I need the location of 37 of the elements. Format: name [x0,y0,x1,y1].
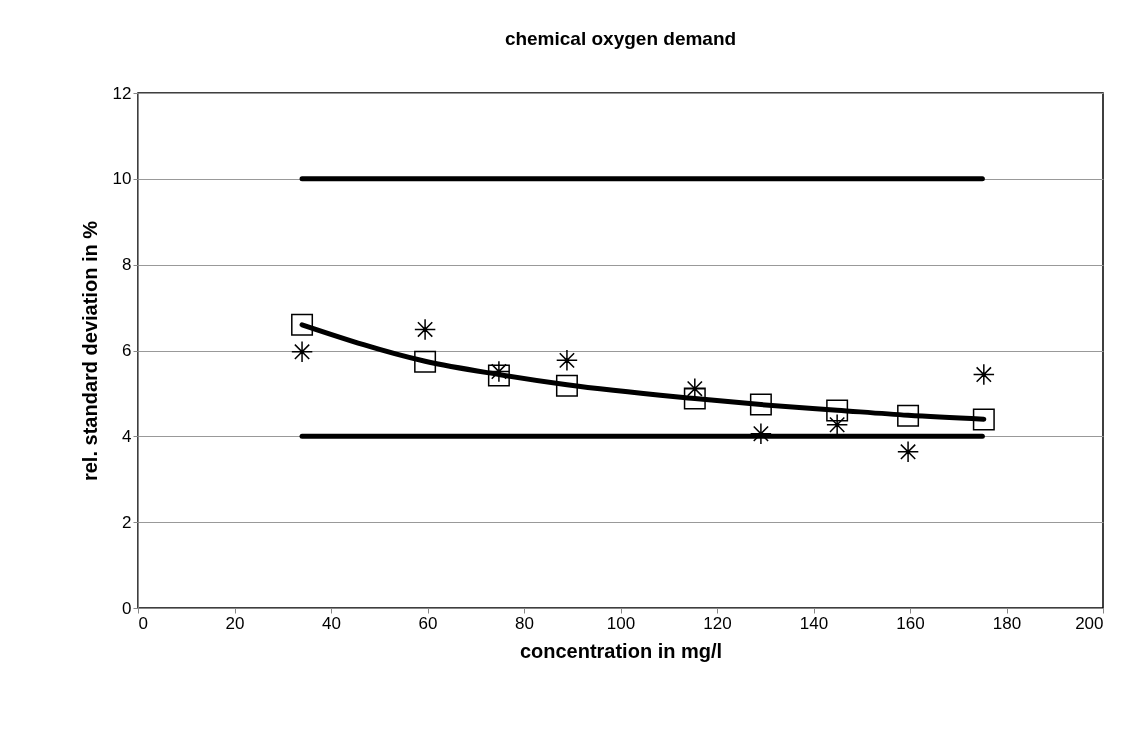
point [683,377,706,400]
x-tick-label: 80 [515,613,534,633]
x-tick-label: 20 [225,613,245,633]
x-tick-label: 160 [896,613,925,633]
x-axis-title: concentration in mg/l [519,639,723,662]
point [897,440,920,463]
x-tick-label: 120 [703,613,732,633]
x-tick-label: 40 [322,613,341,633]
y-tick-label: 4 [122,426,132,446]
point [749,393,772,416]
y-tick-label: 8 [122,255,132,275]
y-tick-label: 10 [112,169,132,189]
point [749,422,772,445]
point [555,349,578,372]
y-tick-label: 12 [112,83,132,103]
point [897,404,920,427]
x-tick-label: 0 [138,613,148,633]
y-axis-title: rel. standard deviation in % [78,220,101,482]
chart-title: chemical oxygen demand [504,28,737,49]
x-tick-label: 100 [606,613,636,633]
x-tick-label: 180 [992,613,1022,633]
point [555,374,578,397]
x-tick-label: 200 [1075,613,1104,633]
point [291,313,314,336]
point [972,363,995,386]
point [291,340,314,363]
x-tick-label: 140 [799,613,829,633]
point [826,399,849,422]
y-tick-label: 0 [122,598,132,618]
point [683,387,706,410]
point [414,350,437,373]
point [826,413,849,436]
y-tick-label: 6 [122,341,132,360]
point [414,318,437,341]
point [972,408,995,431]
x-tick-label: 60 [418,613,438,633]
y-tick-label: 2 [122,512,132,532]
